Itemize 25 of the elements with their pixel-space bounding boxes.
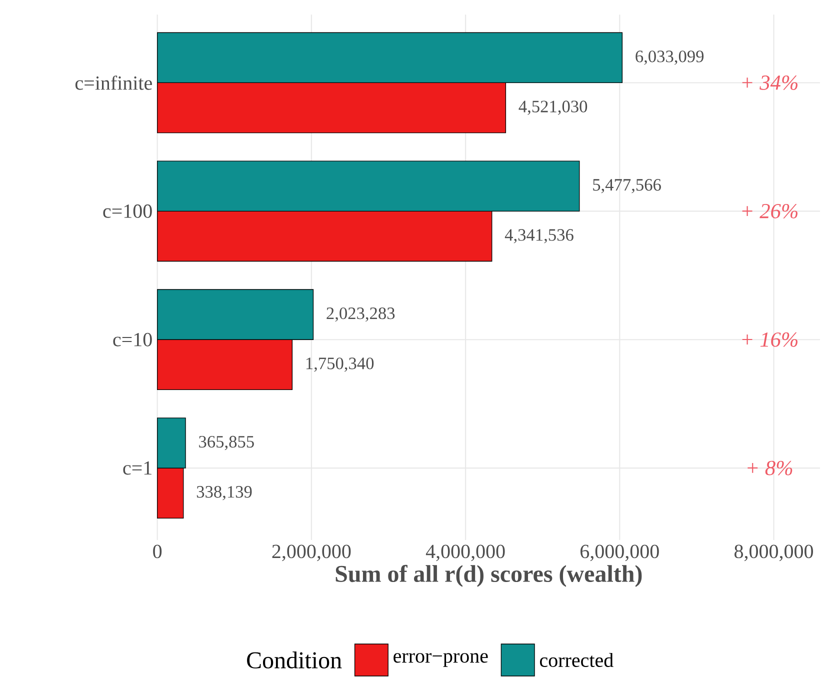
y-tick-label: c=10 <box>113 332 152 346</box>
data-label: 365,855 <box>199 436 254 450</box>
legend-label: corrected <box>540 652 614 668</box>
data-label: 1,750,340 <box>306 358 374 372</box>
y-tick-label: c=infinite <box>75 76 152 90</box>
annotation: + 16% <box>742 332 798 347</box>
legend-label: error−prone <box>394 653 488 667</box>
x-tick-label: 0 <box>153 544 162 558</box>
annotation: + 34% <box>742 75 798 90</box>
data-label: 2,023,283 <box>326 307 395 322</box>
y-tick-label: c=100 <box>103 204 152 218</box>
x-tick-label: 8,000,000 <box>734 544 813 562</box>
y-tick-label: c=1 <box>123 461 152 475</box>
x-axis-title: Sum of all r(d) scores (wealth) <box>336 564 642 587</box>
data-label: 338,139 <box>196 486 252 500</box>
data-label: 4,521,030 <box>518 100 588 115</box>
data-label: 4,341,536 <box>504 229 574 244</box>
x-tick-label: 2,000,000 <box>272 544 351 562</box>
data-label: 5,477,566 <box>593 179 661 194</box>
legend-title: Condition <box>247 652 342 668</box>
annotation: + 26% <box>742 204 798 218</box>
annotation: + 8% <box>748 460 792 476</box>
data-label: 6,033,099 <box>636 50 704 65</box>
x-tick-label: 4,000,000 <box>426 544 505 562</box>
x-tick-label: 6,000,000 <box>580 544 659 562</box>
